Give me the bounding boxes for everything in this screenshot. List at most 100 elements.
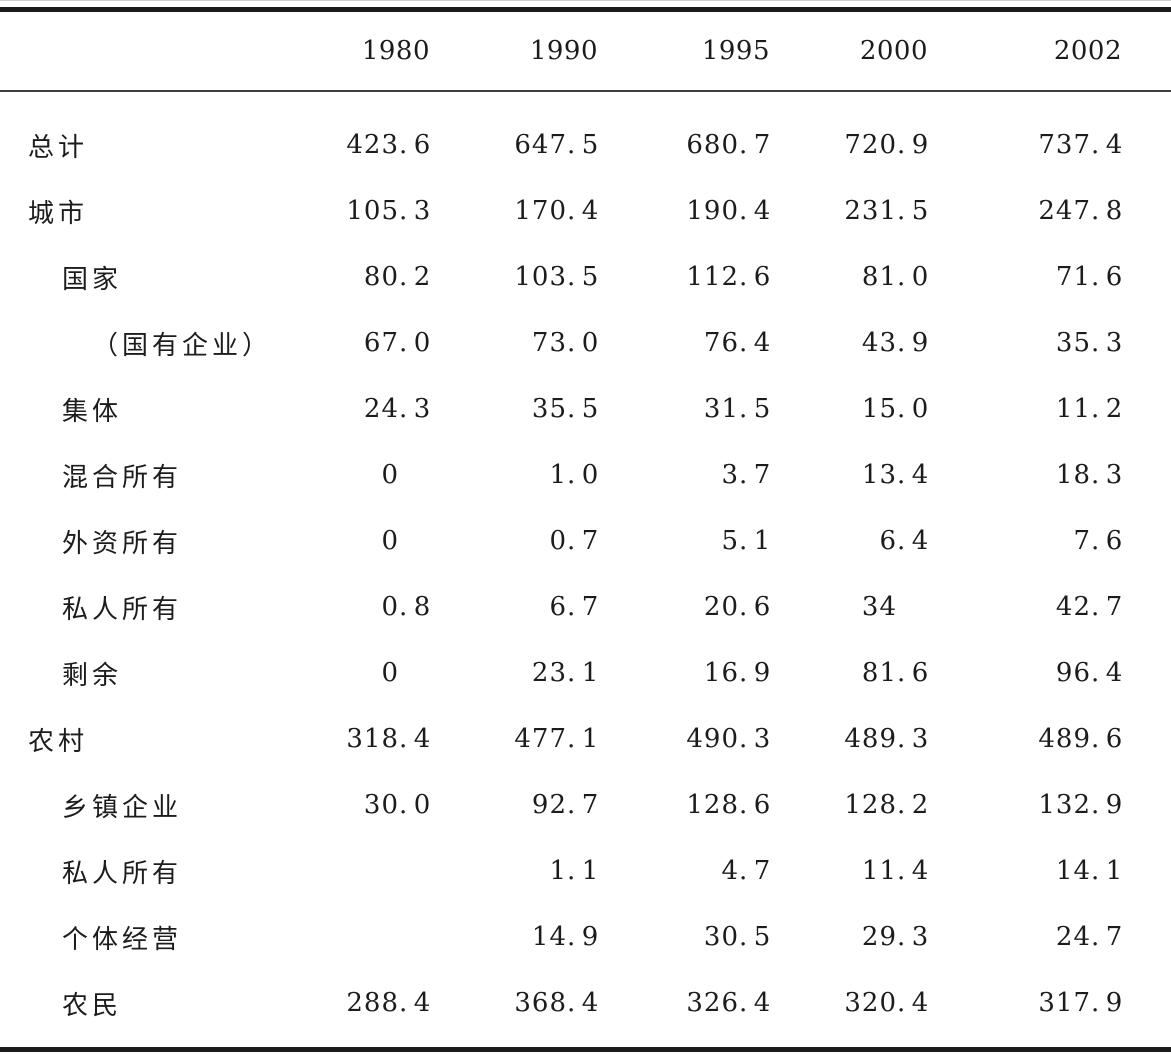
- year-header-1995: 1995: [701, 36, 770, 66]
- value-fraction-part: . 6: [1091, 262, 1123, 292]
- value-fraction-part: . 4: [1091, 130, 1123, 160]
- value-integer-part: 35: [1055, 328, 1091, 358]
- row-label-cell: 乡镇企业: [0, 772, 262, 838]
- value-cell: [262, 838, 430, 904]
- value-integer-part: 103: [514, 262, 567, 292]
- value-cell: 4. 7: [598, 838, 770, 904]
- row-label-cell: 农民: [0, 970, 262, 1036]
- value-fraction-part: . 5: [897, 196, 929, 226]
- value-cell: 490. 3: [598, 706, 770, 772]
- value-integer-part: 43: [861, 328, 897, 358]
- value-cell: 0. 8: [262, 574, 430, 640]
- value-number: 30. 5: [704, 922, 770, 952]
- value-integer-part: 720: [844, 130, 897, 160]
- value-integer-part: 317: [1038, 988, 1091, 1018]
- value-integer-part: 0: [381, 592, 399, 622]
- value-number: 368. 4: [514, 988, 598, 1018]
- value-cell: 34: [770, 574, 928, 640]
- value-cell: 30. 0: [262, 772, 430, 838]
- value-fraction-part: . 6: [1091, 724, 1123, 754]
- value-number: 720. 9: [844, 130, 928, 160]
- value-fraction-part: . 4: [897, 526, 929, 556]
- value-integer-part: 23: [531, 658, 567, 688]
- value-fraction-part: . 4: [897, 460, 929, 490]
- year-header-cell: 2000: [770, 12, 928, 90]
- value-cell: 73. 0: [430, 310, 598, 376]
- value-integer-part: 647: [514, 130, 567, 160]
- value-cell: 423. 6: [262, 112, 430, 178]
- value-fraction-part: . 0: [399, 790, 431, 820]
- value-number: 1. 0: [549, 460, 598, 490]
- value-cell: 11. 2: [928, 376, 1122, 442]
- value-integer-part: 11: [1055, 394, 1091, 424]
- value-cell: 317. 9: [928, 970, 1122, 1036]
- table-row: 国家 80. 2 103. 5 112. 6 81. 0 71. 6: [0, 244, 1122, 310]
- value-number: 71. 6: [1056, 262, 1122, 292]
- row-label-cell: 城市: [0, 178, 262, 244]
- value-integer-part: 6: [879, 526, 897, 556]
- value-fraction-part: . 4: [567, 988, 599, 1018]
- value-integer-part: 42: [1055, 592, 1091, 622]
- value-number: 18. 3: [1056, 460, 1122, 490]
- value-cell: 112. 6: [598, 244, 770, 310]
- value-number: 170. 4: [514, 196, 598, 226]
- value-number: 680. 7: [686, 130, 770, 160]
- row-label-cell: 私人所有: [0, 574, 262, 640]
- value-cell: 5. 1: [598, 508, 770, 574]
- row-label: 国家: [62, 264, 123, 295]
- value-integer-part: 680: [686, 130, 739, 160]
- value-cell: 76. 4: [598, 310, 770, 376]
- value-number: 15. 0: [862, 394, 928, 424]
- value-cell: 11. 4: [770, 838, 928, 904]
- value-number: 318. 4: [346, 724, 430, 754]
- value-cell: 14. 1: [928, 838, 1122, 904]
- value-integer-part: 105: [346, 196, 399, 226]
- value-fraction-part: . 3: [739, 724, 771, 754]
- value-number: 288. 4: [346, 988, 430, 1018]
- table-header-row: 1980 1990 1995 2000 2002: [0, 12, 1122, 90]
- value-integer-part: 80: [363, 262, 399, 292]
- value-number: 489. 6: [1038, 724, 1122, 754]
- value-integer-part: 16: [703, 658, 739, 688]
- value-fraction-part: . 1: [567, 856, 599, 886]
- value-cell: 680. 7: [598, 112, 770, 178]
- value-number: 24. 7: [1056, 922, 1122, 952]
- value-integer-part: 190: [686, 196, 739, 226]
- table-row: （国有企业） 67. 0 73. 0 76. 4 43. 9 35. 3: [0, 310, 1122, 376]
- value-integer-part: 489: [844, 724, 897, 754]
- value-cell: 15. 0: [770, 376, 928, 442]
- table-row: 城市 105. 3 170. 4 190. 4 231. 5 247. 8: [0, 178, 1122, 244]
- value-number: 34: [862, 592, 928, 622]
- value-number: 67. 0: [364, 328, 430, 358]
- row-label: 外资所有: [62, 528, 183, 559]
- value-fraction-part: . 1: [739, 526, 771, 556]
- value-cell: 6. 4: [770, 508, 928, 574]
- value-cell: 132. 9: [928, 772, 1122, 838]
- value-number: 5. 1: [721, 526, 770, 556]
- row-label-cell: 混合所有: [0, 442, 262, 508]
- value-cell: 0. 7: [430, 508, 598, 574]
- value-cell: 128. 2: [770, 772, 928, 838]
- value-fraction-part: . 3: [399, 394, 431, 424]
- value-integer-part: 5: [721, 526, 739, 556]
- value-integer-part: 1: [549, 856, 567, 886]
- header-underline-rule: [0, 90, 1171, 92]
- value-number: 81. 6: [862, 658, 928, 688]
- value-number: 80. 2: [364, 262, 430, 292]
- row-label: 城市: [28, 198, 89, 229]
- value-number: 326. 4: [686, 988, 770, 1018]
- value-fraction-part: . 7: [739, 130, 771, 160]
- value-number: 4. 7: [721, 856, 770, 886]
- value-cell: 30. 5: [598, 904, 770, 970]
- value-fraction-part: . 1: [1091, 856, 1123, 886]
- value-fraction-part: . 2: [399, 262, 431, 292]
- value-number: 20. 6: [704, 592, 770, 622]
- value-integer-part: 4: [721, 856, 739, 886]
- value-cell: 81. 0: [770, 244, 928, 310]
- value-integer-part: 11: [861, 856, 897, 886]
- value-integer-part: 6: [549, 592, 567, 622]
- value-number: 320. 4: [844, 988, 928, 1018]
- value-fraction-part: . 4: [739, 328, 771, 358]
